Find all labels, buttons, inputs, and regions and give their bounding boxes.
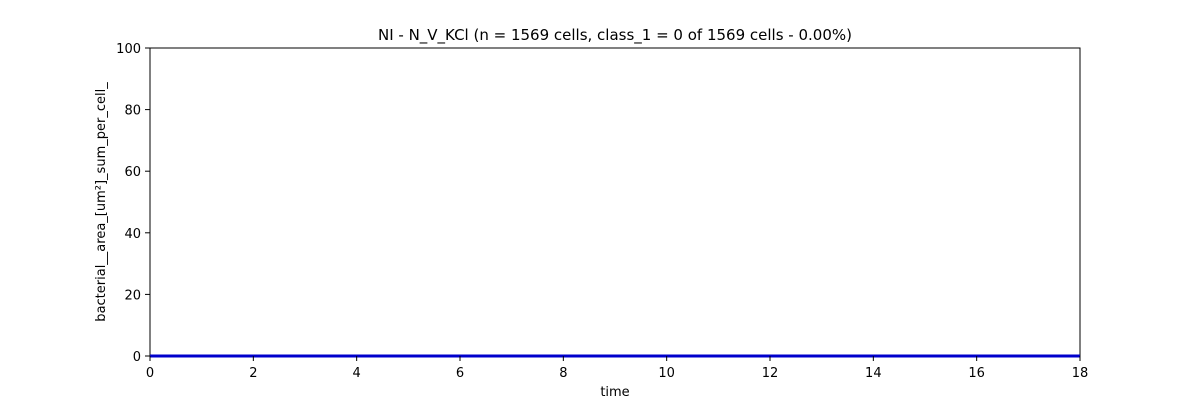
x-tick-label: 18 [1072, 366, 1089, 381]
y-tick-label: 40 [124, 227, 141, 242]
x-tick-label: 12 [762, 366, 779, 381]
y-axis-label: bacterial__area_[um²]_sum_per_cell_ [94, 82, 109, 322]
x-tick-label: 0 [146, 366, 154, 381]
y-tick-label: 100 [116, 42, 141, 57]
x-axis-ticks: 0 2 4 6 8 10 12 14 16 18 [146, 356, 1088, 381]
y-tick-label: 0 [133, 350, 141, 365]
x-tick-label: 16 [968, 366, 985, 381]
x-tick-label: 8 [559, 366, 567, 381]
y-tick-label: 60 [124, 165, 141, 180]
x-tick-label: 10 [658, 366, 675, 381]
x-axis-label: time [600, 385, 629, 400]
x-tick-label: 4 [353, 366, 361, 381]
y-tick-label: 20 [124, 288, 141, 303]
x-tick-label: 14 [865, 366, 882, 381]
x-tick-label: 2 [249, 366, 257, 381]
chart-title: NI - N_V_KCl (n = 1569 cells, class_1 = … [378, 26, 852, 45]
x-tick-label: 6 [456, 366, 464, 381]
y-tick-label: 80 [124, 104, 141, 119]
y-axis-ticks: 0 20 40 60 80 100 [116, 42, 150, 365]
plot-area-frame [149, 47, 1081, 357]
